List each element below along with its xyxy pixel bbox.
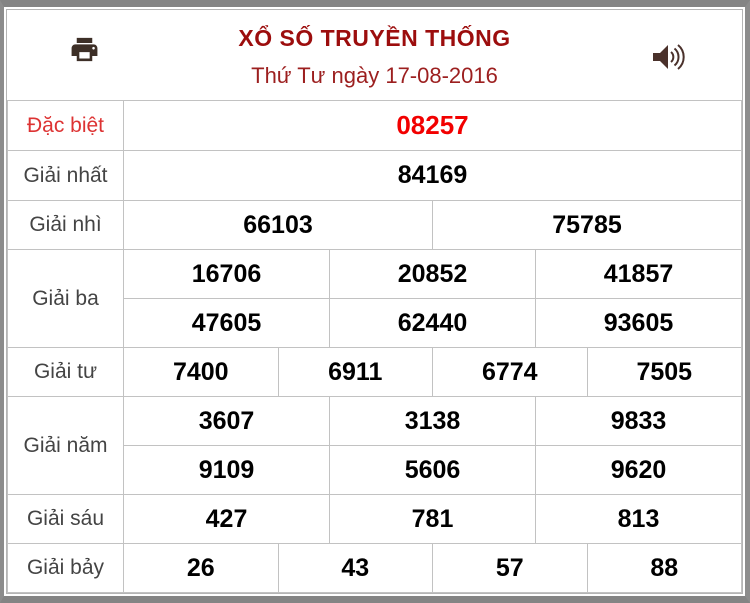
row-giai-sau: Giải sáu 427 781 813 bbox=[7, 494, 742, 544]
row-giai-ba-1: Giải ba 16706 20852 41857 bbox=[7, 249, 742, 348]
prize-number: 427 bbox=[123, 494, 330, 544]
prize-number: 41857 bbox=[535, 249, 742, 299]
prize-number: 57 bbox=[432, 543, 588, 593]
prize-number-special: 08257 bbox=[123, 100, 742, 151]
print-button[interactable] bbox=[69, 34, 100, 65]
printer-icon bbox=[69, 37, 100, 68]
speaker-button[interactable] bbox=[652, 42, 686, 72]
draw-date: Thứ Tư ngày 17-08-2016 bbox=[251, 63, 498, 88]
prize-number: 66103 bbox=[123, 200, 433, 250]
row-giai-nhi: Giải nhì 66103 75785 bbox=[7, 200, 742, 250]
prize-number: 84169 bbox=[123, 150, 742, 201]
prize-number: 20852 bbox=[329, 249, 536, 299]
prize-number: 7400 bbox=[123, 347, 279, 397]
prize-number: 9620 bbox=[535, 445, 742, 495]
row-giai-nhat: Giải nhất 84169 bbox=[7, 150, 742, 201]
row-dac-biet: Đặc biệt 08257 bbox=[7, 100, 742, 151]
page-title: XỔ SỐ TRUYỀN THỐNG bbox=[238, 25, 511, 51]
prize-number: 781 bbox=[329, 494, 536, 544]
prize-label-giai-nhi: Giải nhì bbox=[7, 200, 124, 250]
header: XỔ SỐ TRUYỀN THỐNG Thứ Tư ngày 17-08-201… bbox=[7, 10, 742, 100]
prize-number: 6911 bbox=[277, 347, 433, 397]
prize-number: 9833 bbox=[535, 396, 742, 446]
prize-number: 3607 bbox=[123, 396, 330, 446]
row-giai-ba-2: 47605 62440 93605 bbox=[8, 298, 742, 348]
prize-number: 26 bbox=[123, 543, 279, 593]
prize-number: 813 bbox=[535, 494, 742, 544]
prize-label-giai-tu: Giải tư bbox=[7, 347, 124, 397]
prize-number: 93605 bbox=[535, 298, 742, 348]
prize-number: 7505 bbox=[586, 347, 742, 397]
prize-number: 62440 bbox=[329, 298, 536, 348]
prize-number: 75785 bbox=[432, 200, 742, 250]
prize-number: 16706 bbox=[123, 249, 330, 299]
prize-label-giai-nhat: Giải nhất bbox=[7, 150, 124, 201]
prize-label-dac-biet: Đặc biệt bbox=[7, 100, 124, 151]
prize-number: 5606 bbox=[329, 445, 536, 495]
row-giai-nam-1: Giải năm 3607 3138 9833 bbox=[7, 396, 742, 495]
row-giai-bay: Giải bảy 26 43 57 88 bbox=[7, 543, 742, 593]
prize-label-giai-ba: Giải ba bbox=[7, 249, 124, 348]
row-giai-tu: Giải tư 7400 6911 6774 7505 bbox=[7, 347, 742, 397]
prize-number: 47605 bbox=[123, 298, 330, 348]
prize-label-giai-bay: Giải bảy bbox=[7, 543, 124, 593]
prize-label-giai-nam: Giải năm bbox=[7, 396, 124, 495]
prize-number: 6774 bbox=[432, 347, 588, 397]
prize-number: 43 bbox=[277, 543, 433, 593]
prize-number: 9109 bbox=[123, 445, 330, 495]
lottery-widget-inner: XỔ SỐ TRUYỀN THỐNG Thứ Tư ngày 17-08-201… bbox=[6, 9, 743, 594]
results-table: Đặc biệt 08257 Giải nhất 84169 Giải nhì … bbox=[7, 100, 742, 593]
prize-number: 88 bbox=[586, 543, 742, 593]
speaker-icon bbox=[652, 44, 686, 75]
prize-number: 3138 bbox=[329, 396, 536, 446]
prize-label-giai-sau: Giải sáu bbox=[7, 494, 124, 544]
